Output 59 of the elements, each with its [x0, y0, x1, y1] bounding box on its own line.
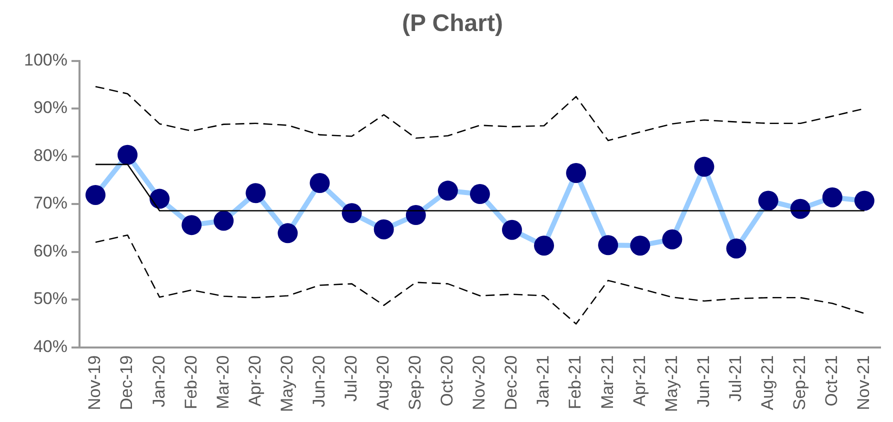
point — [630, 236, 650, 256]
x-tick-label: Jan-20 — [149, 355, 168, 408]
point — [726, 238, 746, 258]
point — [310, 173, 330, 194]
point — [598, 235, 618, 256]
x-tick-label: Mar-20 — [213, 355, 232, 410]
x-tick-label: Nov-19 — [85, 355, 104, 410]
point — [214, 210, 234, 231]
x-tick-label: Nov-20 — [470, 355, 489, 410]
y-tick-label: 100% — [24, 50, 68, 70]
point — [86, 184, 106, 205]
point — [182, 215, 202, 236]
x-tick-label: Oct-21 — [822, 355, 842, 406]
point — [406, 205, 426, 226]
point — [502, 220, 522, 240]
point — [150, 188, 170, 209]
point — [790, 198, 810, 219]
x-tick-label: Jul-20 — [341, 355, 360, 402]
point — [342, 203, 362, 224]
x-tick-label: Mar-21 — [598, 355, 617, 410]
x-tick-label: Dec-19 — [117, 355, 136, 410]
point — [374, 219, 394, 240]
y-tick-label: 70% — [33, 194, 68, 213]
x-tick-label: Aug-21 — [758, 355, 777, 410]
x-tick-label: Sep-20 — [406, 355, 425, 410]
point — [566, 163, 586, 184]
x-tick-label: Jul-21 — [726, 355, 745, 402]
y-tick-label: 60% — [33, 241, 68, 260]
point — [694, 156, 714, 177]
x-tick-label: Jun-20 — [309, 355, 328, 408]
x-tick-label: Feb-21 — [566, 355, 585, 410]
point — [246, 183, 266, 204]
x-tick-label: Jan-21 — [534, 355, 553, 408]
x-tick-label: May-21 — [662, 355, 681, 412]
point — [278, 223, 298, 244]
x-tick-label: May-20 — [277, 355, 296, 412]
point — [758, 190, 778, 211]
y-tick-label: 80% — [33, 146, 68, 165]
point — [118, 144, 138, 165]
point — [470, 184, 490, 204]
point — [662, 229, 682, 250]
x-tick-label: Dec-20 — [502, 355, 521, 410]
x-tick-label: Nov-21 — [854, 355, 874, 410]
y-tick-label: 50% — [33, 289, 68, 308]
x-tick-label: Oct-20 — [438, 355, 457, 406]
x-tick-label: Jun-21 — [694, 355, 713, 408]
x-tick-label: Apr-21 — [630, 355, 649, 406]
line-series — [94, 234, 866, 325]
y-tick-label: 40% — [33, 337, 68, 356]
point — [854, 190, 874, 211]
y-tick-label: 90% — [33, 98, 68, 118]
x-tick-label: Sep-21 — [790, 355, 810, 410]
point — [822, 187, 842, 208]
point — [438, 180, 458, 201]
chart-title: (P Chart) — [402, 10, 503, 38]
x-tick-label: Apr-20 — [245, 355, 264, 406]
point — [534, 236, 554, 256]
x-tick-label: Feb-20 — [181, 355, 200, 410]
x-tick-label: Aug-20 — [374, 355, 393, 410]
